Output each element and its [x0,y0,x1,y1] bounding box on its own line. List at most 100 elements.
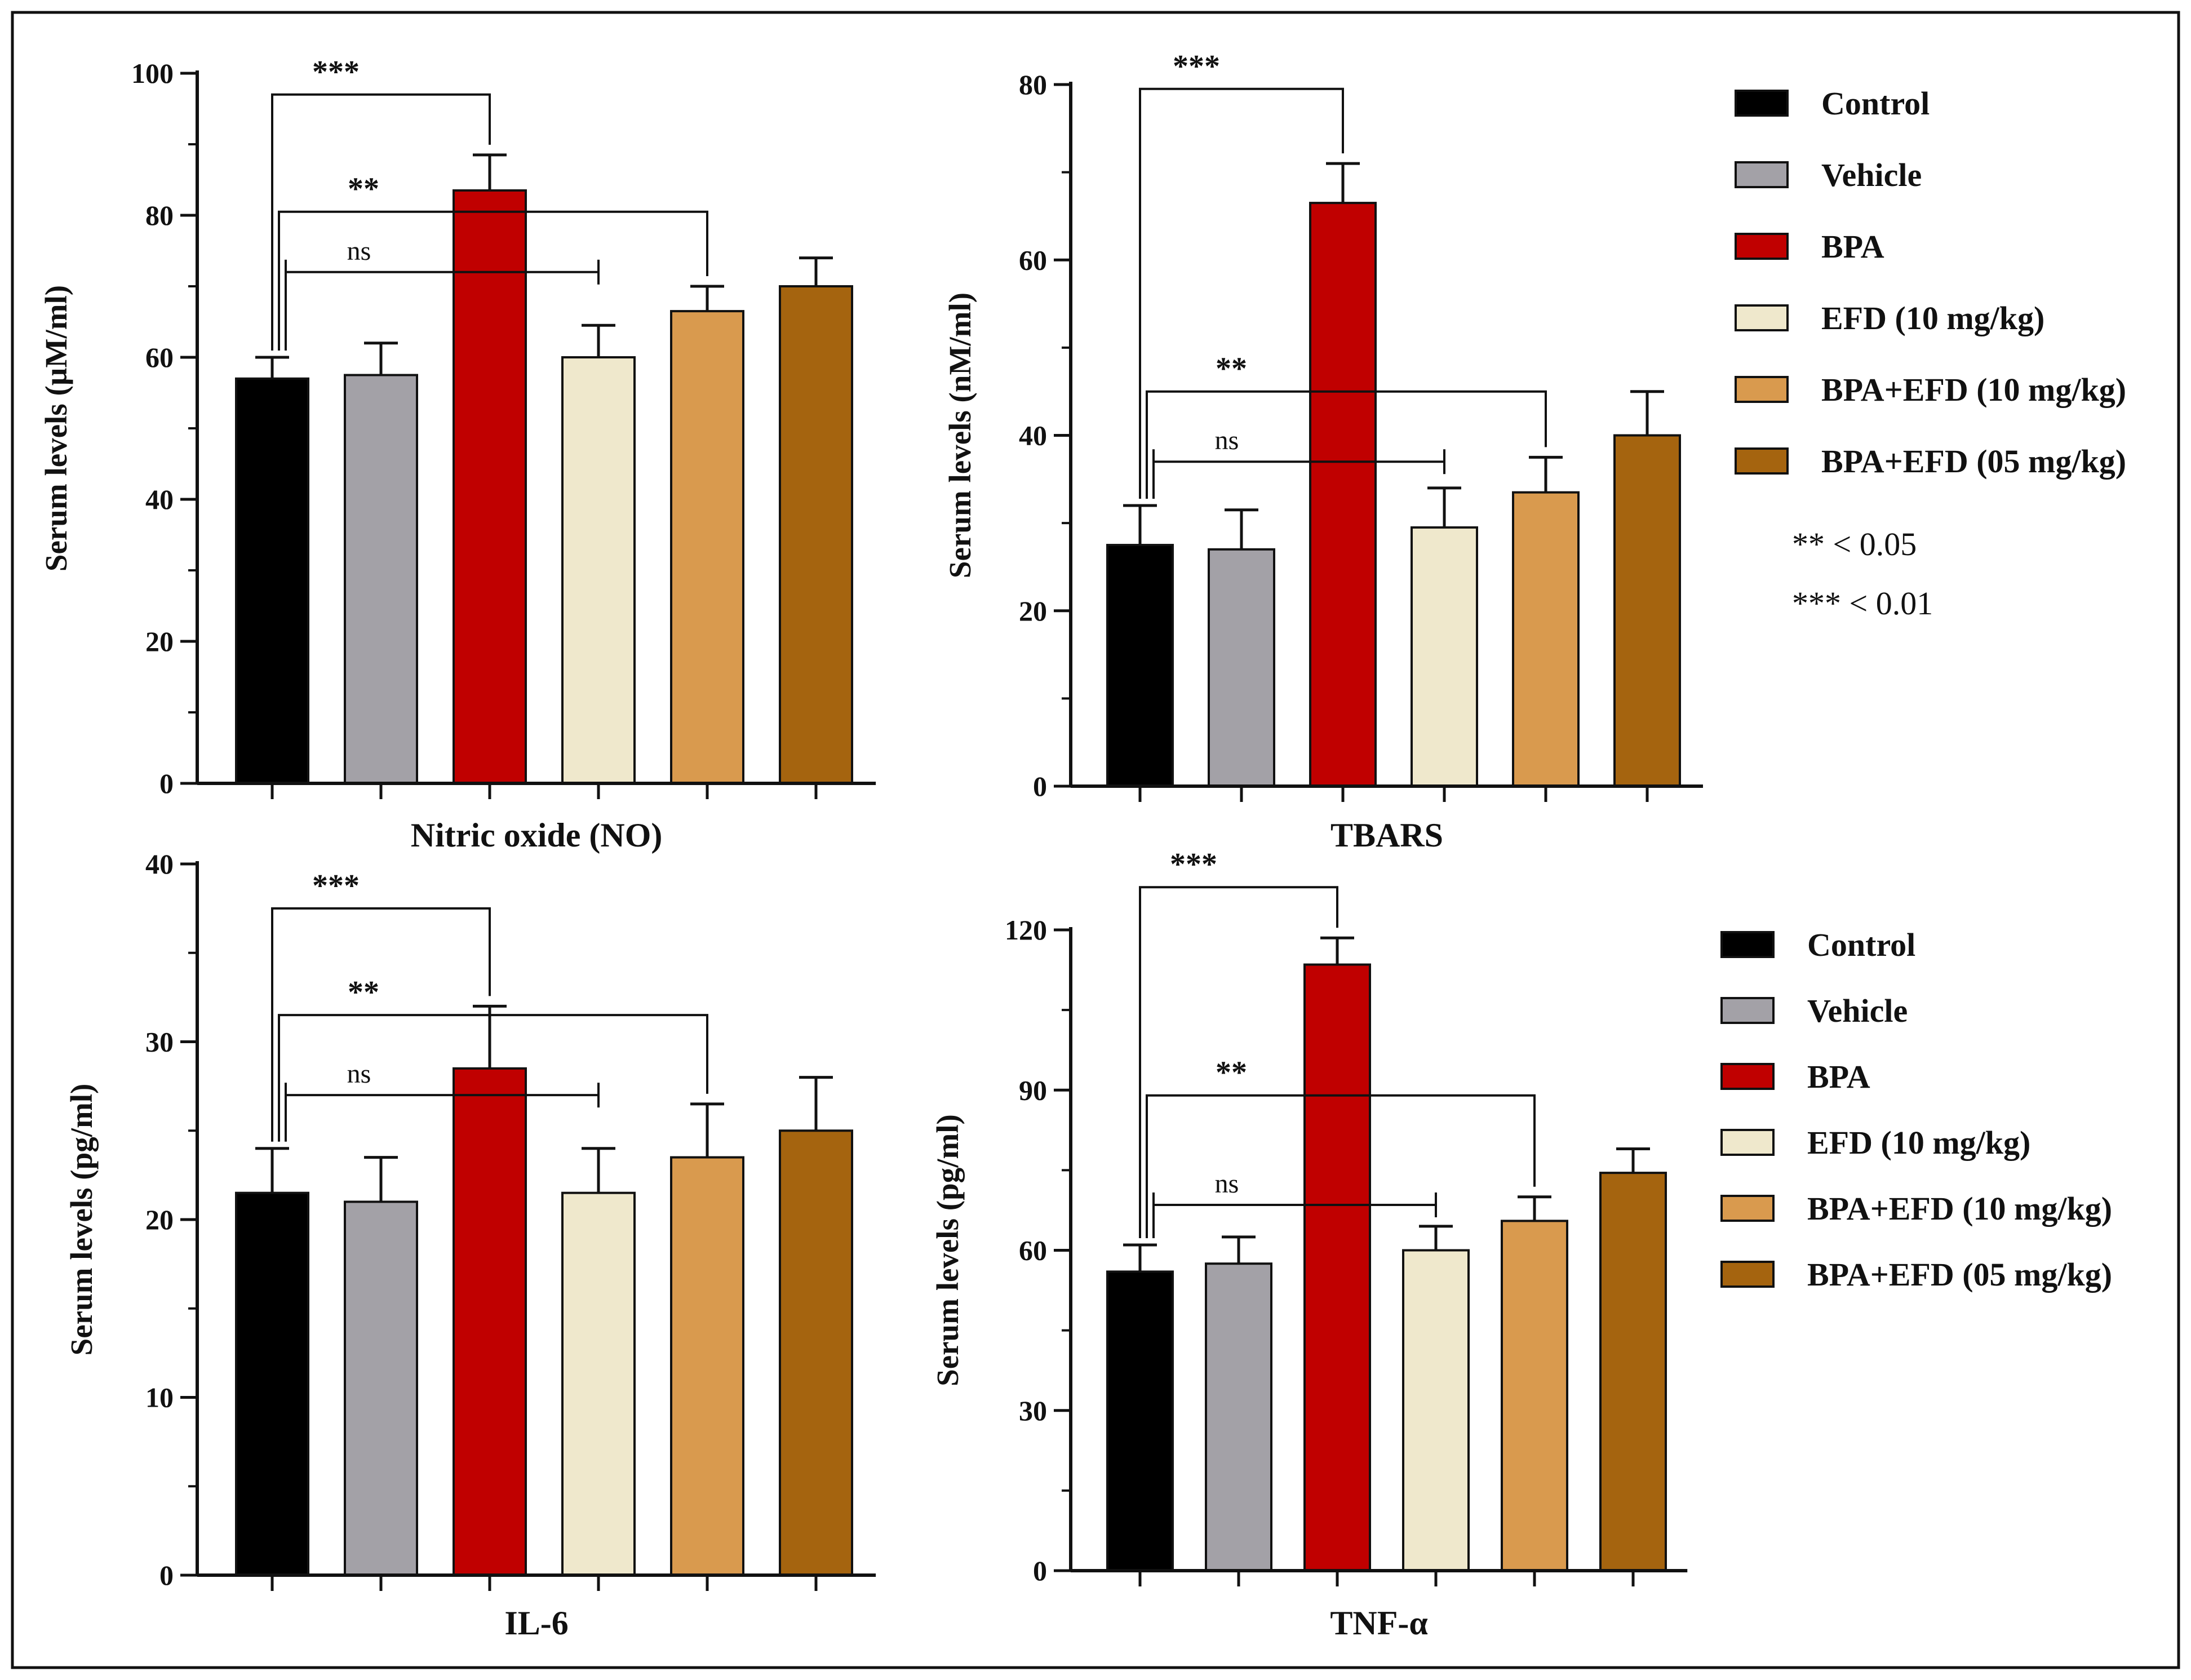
bar [670,310,744,784]
legend-swatch [1720,1195,1775,1222]
legend-label: BPA [1821,228,1884,265]
sig-bracket [278,210,708,351]
bar [1501,1220,1568,1572]
legend-label: Vehicle [1821,157,1922,193]
bar [1599,1172,1667,1572]
legend-swatch [1720,931,1775,958]
bar [1309,202,1377,787]
y-tick-label: 80 [1019,69,1047,100]
y-tick-label: 0 [1033,770,1047,802]
legend-label: EFD (10 mg/kg) [1807,1124,2030,1161]
y-tick-label: 100 [131,57,174,89]
significance-note-line: *** < 0.01 [1792,585,1933,622]
legend-label: Control [1821,85,1930,122]
bar [1106,1270,1174,1572]
sig-bracket [271,907,491,1142]
sig-label: ** [1216,352,1247,387]
sig-bracket [278,1014,708,1142]
x-axis-label: IL-6 [504,1604,568,1642]
bar [561,1191,636,1577]
legend-label: Control [1807,927,1915,963]
x-axis-label: TNF-α [1330,1604,1427,1642]
sig-bracket [1146,1094,1536,1239]
sig-label: ns [1215,1169,1239,1199]
sig-label: *** [1170,847,1217,882]
sig-label: *** [312,55,360,90]
bar [1205,1262,1272,1572]
legend-swatch [1720,1129,1775,1156]
bar [344,374,418,784]
y-tick-label: 80 [145,200,174,231]
legend-label: BPA+EFD (05 mg/kg) [1807,1256,2112,1293]
legend-label: BPA [1807,1058,1870,1095]
sig-label: ** [348,172,379,207]
bar [1613,434,1681,787]
y-axis-label: Serum levels (nM/ml) [943,292,977,578]
sig-label: *** [1173,49,1220,84]
y-tick-label: 120 [1005,914,1047,946]
x-axis-label: Nitric oxide (NO) [411,817,663,854]
sig-label: ns [347,1059,371,1089]
bar [235,377,309,784]
sig-bracket [1139,886,1338,1239]
bar [453,1067,527,1576]
bar [1402,1249,1470,1572]
bar [1411,526,1478,787]
y-tick-label: 0 [159,1559,174,1591]
sig-bracket [1146,390,1547,499]
y-tick-label: 60 [1019,1235,1047,1266]
legend-swatch [1735,447,1789,475]
legend-swatch [1735,304,1789,331]
legend-group: Control Vehicle BPA EFD (10 mg/kg) BPA+EFD (… [1720,85,2126,1293]
bar [1208,548,1275,787]
y-tick-label: 60 [1019,244,1047,276]
sig-label: ns [347,236,371,266]
legend-swatch [1720,1063,1775,1090]
y-tick-label: 30 [1019,1395,1047,1426]
y-tick-label: 30 [145,1026,174,1058]
bar [1106,544,1174,787]
y-tick-label: 0 [1033,1555,1047,1586]
significance-note: ** < 0.05 *** < 0.01 [1792,526,1933,622]
bar [453,189,527,784]
bar [344,1200,418,1576]
y-tick-label: 40 [145,484,174,515]
significance-note-line: ** < 0.05 [1792,526,1917,562]
chart-1: 0 20 40 60 80 100 Serum levels (µM/ml) Nitric o… [39,55,876,854]
bar [779,1129,853,1576]
legend-swatch [1735,233,1789,260]
y-axis-label: Serum levels (µM/ml) [39,285,73,571]
sig-label: ns [1215,425,1239,455]
legend-swatch [1735,90,1789,117]
y-tick-label: 10 [145,1382,174,1413]
bar [1303,963,1371,1572]
bar [779,285,853,784]
sig-bracket [1139,87,1344,499]
bar [561,356,636,784]
y-tick-label: 90 [1019,1074,1047,1106]
legend-2: Control Vehicle BPA EFD (10 mg/kg) BPA+EFD (… [1720,927,2112,1293]
sig-bracket [271,93,491,351]
y-tick-label: 20 [145,626,174,657]
bar [235,1191,309,1577]
y-tick-label: 40 [145,848,174,880]
y-axis-label: Serum levels (pg/ml) [930,1114,965,1386]
y-tick-label: 20 [145,1204,174,1235]
legend-swatch [1720,1261,1775,1288]
legend-swatch [1720,997,1775,1024]
bar [670,1156,744,1576]
legend-label: BPA+EFD (10 mg/kg) [1807,1190,2112,1227]
sig-label: ** [1216,1056,1247,1091]
legend-swatch [1735,376,1789,403]
sig-label: *** [312,868,360,903]
legend-label: EFD (10 mg/kg) [1821,300,2044,336]
sig-label: ** [348,975,379,1010]
legend-label: BPA+EFD (05 mg/kg) [1821,443,2126,480]
legend-swatch [1735,161,1789,188]
bar [1512,491,1580,787]
y-tick-label: 40 [1019,420,1047,451]
